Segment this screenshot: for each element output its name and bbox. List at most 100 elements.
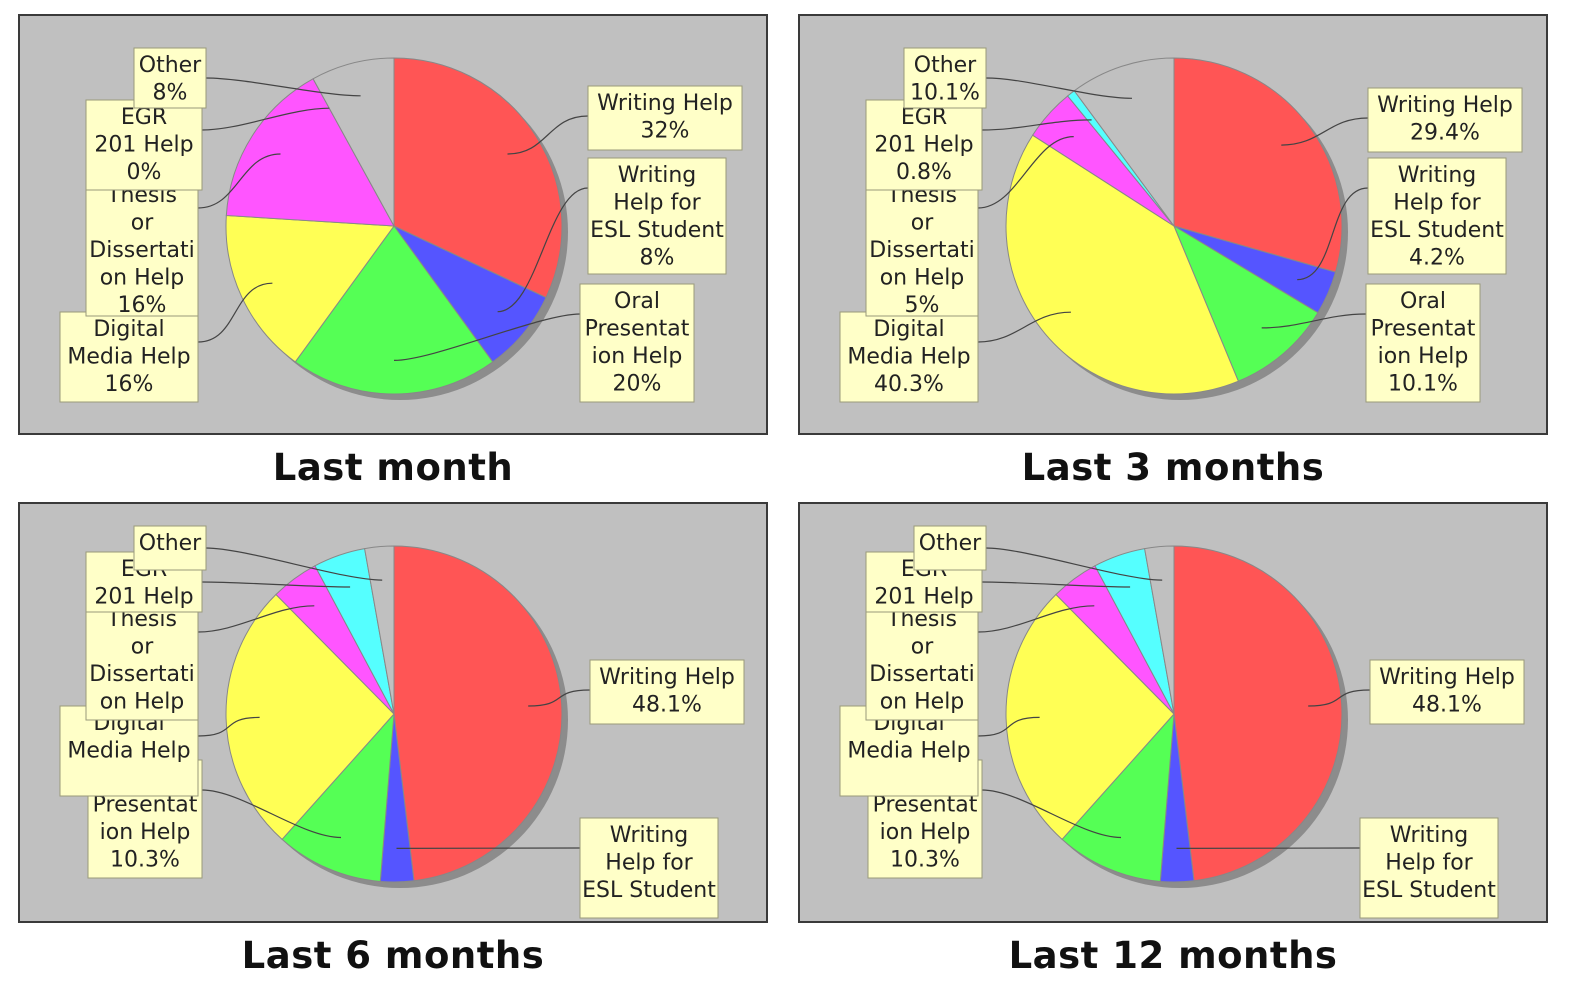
slice-label-text: EGR 201 Help 0%	[94, 105, 193, 185]
pie-slice-writing-help	[1173, 545, 1343, 882]
pie-slice-oral-presentation-help	[1172, 224, 1319, 382]
slice-label-text: Writing Help for ESL Student	[582, 823, 716, 903]
slice-label-box	[903, 47, 987, 109]
slice-label: Writing Help for ESL Student	[1359, 817, 1499, 919]
leader-line	[201, 581, 351, 588]
slice-label-box	[579, 283, 695, 403]
slice-label-box	[85, 177, 199, 317]
slice-label-box	[133, 47, 207, 109]
leader-line	[981, 581, 1131, 588]
chart-plot-area: Writing Help 48.1% Writing Help for ESL Stud…	[18, 502, 768, 923]
slice-label-text: Writing Help for ESL Student 8%	[590, 163, 724, 271]
pie-chart-last-12-months: Writing Help 48.1% Writing Help for ESL Stud…	[798, 502, 1548, 980]
slice-label-text: Oral Presentat ion Help 20%	[585, 289, 690, 397]
leader-line	[197, 282, 273, 343]
chart-plot-area: Writing Help 29.4% Writing Help for ESL Stud…	[798, 14, 1548, 435]
slice-label: Digital Media Help	[59, 705, 199, 797]
slice-label: Digital Media Help	[839, 705, 979, 797]
slice-label: Oral Presentat ion Help 20%	[579, 283, 695, 403]
pie-slice-other	[1144, 545, 1175, 715]
slice-label-box	[839, 705, 979, 797]
leader-line	[197, 716, 260, 737]
slice-label: Writing Help 48.1%	[589, 659, 745, 725]
pie-chart-last-month: Writing Help 32% Writing Help for ESL Studen…	[18, 14, 768, 492]
slice-label: EGR 201 Help 0%	[85, 99, 203, 191]
slice-label-text: Writing Help 32%	[597, 91, 733, 144]
leader-line	[981, 119, 1092, 131]
slice-label-box	[587, 85, 743, 151]
slice-label-box	[865, 177, 979, 317]
slice-label-box	[133, 525, 207, 571]
slice-label-box	[1359, 817, 1499, 919]
leader-line	[201, 789, 342, 839]
pie-svg: Writing Help 29.4% Writing Help for ESL Stud…	[839, 47, 1523, 403]
leader-line	[197, 153, 281, 209]
pie-svg: Writing Help 48.1% Writing Help for ESL Stud…	[839, 525, 1525, 919]
leader-line	[981, 789, 1122, 839]
leader-line	[1281, 117, 1369, 146]
slice-label: Thesis or Dissertati on Help 16%	[85, 177, 199, 317]
leader-line	[1297, 187, 1369, 281]
pie-slice-oral-presentation-help	[1061, 712, 1175, 882]
slice-label: Writing Help for ESL Student 4.2%	[1367, 157, 1507, 275]
slice-label: Thesis or Dissertati on Help	[85, 601, 199, 721]
slice-label: Thesis or Dissertati on Help 5%	[865, 177, 979, 317]
pie-chart-last-6-months: Writing Help 48.1% Writing Help for ESL Stud…	[18, 502, 768, 980]
leader-line	[977, 716, 1040, 737]
slice-label-text: Digital Media Help 16%	[67, 317, 190, 397]
slice-label-text: Writing Help 48.1%	[1379, 665, 1515, 718]
chart-title: Last month	[272, 446, 514, 489]
slice-label-text: EGR 201 Help 0.8%	[874, 105, 973, 185]
pie-slice-other	[1073, 57, 1175, 228]
pie-slice-writing-help	[393, 57, 563, 299]
slice-label-text: Other 10.1%	[910, 53, 980, 106]
leader-line	[205, 77, 361, 97]
slice-label-box	[589, 659, 745, 725]
pie-svg: Writing Help 32% Writing Help for ESL Studen…	[59, 47, 743, 403]
slice-label-text: Other 8%	[139, 53, 202, 106]
slice-label-text: Writing Help 29.4%	[1377, 93, 1513, 146]
slice-label: Writing Help for ESL Student	[579, 817, 719, 919]
pie-slice-oral-presentation-help	[294, 225, 494, 395]
slice-label: Thesis or Dissertati on Help	[865, 601, 979, 721]
slice-label: Writing Help 32%	[587, 85, 743, 151]
slice-label: EGR 201 Help 0.8%	[865, 99, 983, 191]
slice-label-box	[59, 311, 199, 403]
slice-label: Writing Help for ESL Student 8%	[587, 157, 727, 275]
slice-label-box	[579, 817, 719, 919]
leader-line	[205, 547, 383, 581]
leader-line	[977, 136, 1074, 209]
slice-label-box	[85, 601, 199, 721]
slice-label-text: Oral Presentat ion Help 10.1%	[1371, 289, 1476, 397]
pie-slice-other	[312, 57, 395, 227]
slice-label: Other 8%	[133, 47, 207, 109]
slice-label-text: Writing Help 48.1%	[599, 665, 735, 718]
pie-chart-last-3-months: Writing Help 29.4% Writing Help for ESL Stud…	[798, 14, 1548, 492]
leader-line	[197, 605, 315, 633]
slice-label-text: Other	[919, 531, 982, 556]
leader-line	[393, 313, 581, 361]
pie-slice-writing-help	[1173, 57, 1343, 273]
slice-label-text: Digital Media Help 40.3%	[847, 317, 970, 397]
chart-title: Last 3 months	[1021, 446, 1325, 489]
chart-title: Last 6 months	[241, 934, 545, 977]
slice-label: Oral Presentat ion Help 10.1%	[1365, 283, 1481, 403]
slice-label-text: Other	[139, 531, 202, 556]
slice-label: Writing Help 48.1%	[1369, 659, 1525, 725]
slice-label-box	[1367, 87, 1523, 153]
chart-title: Last 12 months	[1008, 934, 1338, 977]
leader-line	[507, 115, 589, 155]
slice-label: Digital Media Help 40.3%	[839, 311, 979, 403]
leader-line	[1261, 313, 1367, 329]
slice-label-box	[1369, 659, 1525, 725]
leader-line	[201, 107, 330, 131]
leader-line	[977, 605, 1095, 633]
leader-line	[497, 187, 589, 313]
slice-label-box	[913, 525, 987, 571]
pie-slice-digital-media-help	[225, 214, 395, 363]
slice-label-box	[1365, 283, 1481, 403]
pie-slice-digital-media-help	[1005, 134, 1240, 395]
slice-label-box	[865, 99, 983, 191]
pie-slice-writing-help	[393, 545, 563, 882]
pie-slice-other	[364, 545, 395, 715]
